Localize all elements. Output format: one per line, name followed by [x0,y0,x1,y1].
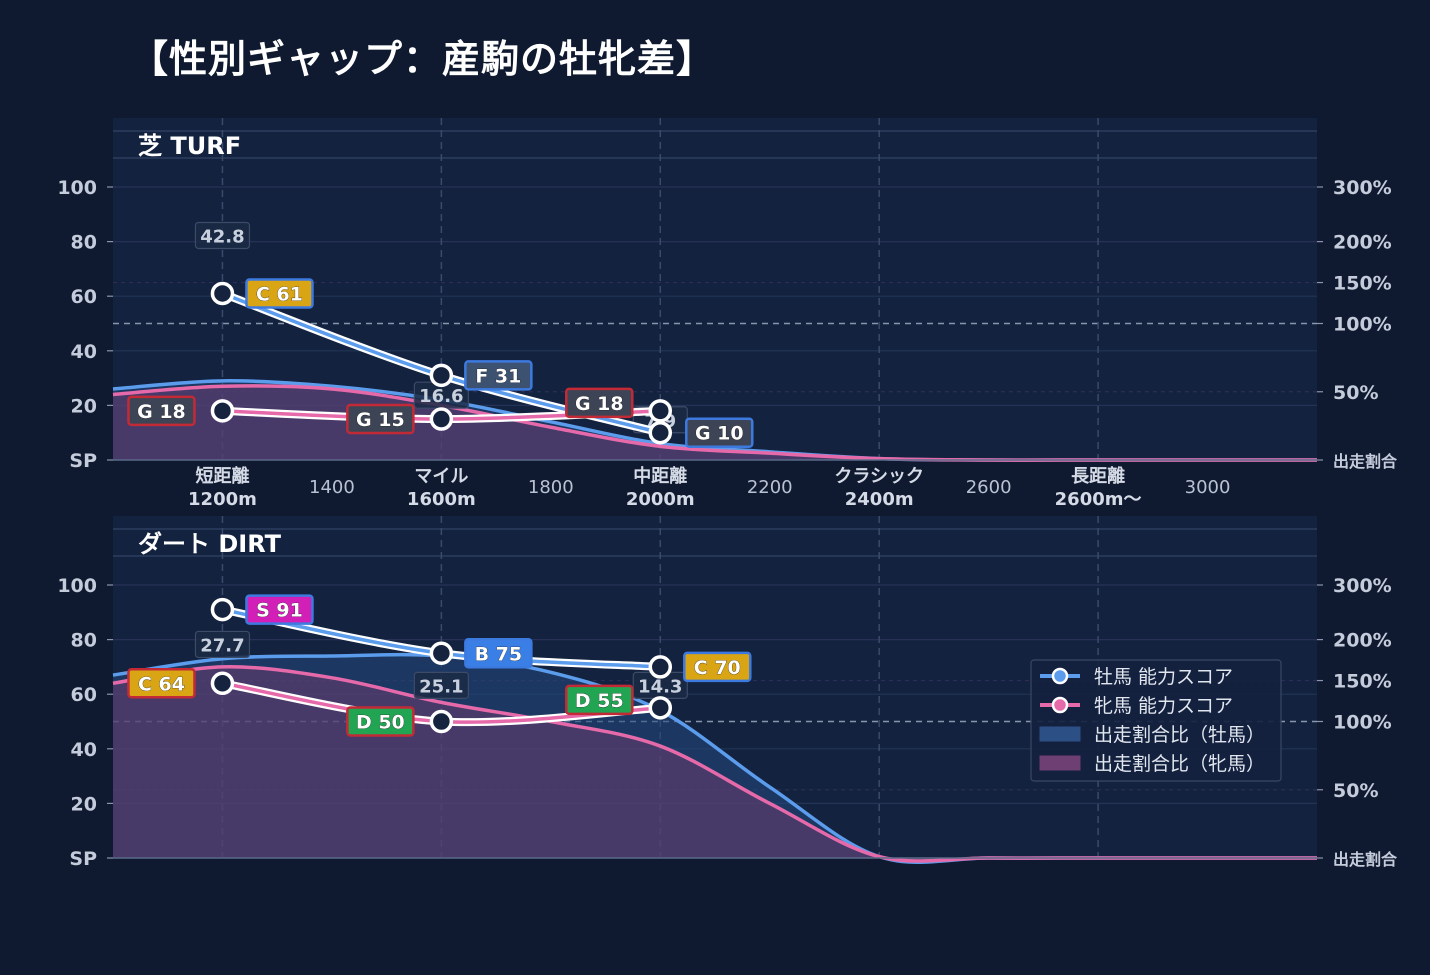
legend-swatch-area [1039,726,1081,742]
grade-badge-text: D 50 [356,712,405,734]
grade-badge-text: D 55 [575,690,624,712]
x-tick-label: 3000 [1185,477,1231,498]
grade-badge [127,395,196,427]
x-tick-label: 2200 [747,477,793,498]
x-tick-sublabel: 1600m [407,489,476,510]
grade-badge [685,417,754,448]
gap-value: 14.3 [638,676,682,697]
y-tick-label: 100 [57,177,97,199]
legend-label: 牡馬 能力スコア [1094,666,1233,688]
x-tick-label: 中距離 [633,465,687,487]
score-point [429,641,454,665]
grade-badge-text: F 31 [475,365,521,387]
x-tick-sublabel: 2000m [626,489,695,510]
score-point [429,407,454,431]
legend-swatch-area [1039,755,1081,771]
legend-box [1030,659,1282,782]
page-title: 【性別ギャップ：産駒の牡牝差】 [130,37,716,81]
grade-badge-text: C 70 [694,657,741,679]
grade-badge [464,360,533,391]
grade-badge-text: G 10 [695,423,744,445]
y2-tick-label: 出走割合 [1333,850,1398,869]
grade-badge [565,684,634,716]
y-tick-label: SP [69,848,97,870]
grade-badge-text: B 75 [475,643,523,665]
y-tick-label: SP [69,450,97,472]
score-point [210,281,235,306]
y2-tick-label: 100% [1333,314,1392,336]
grade-badge [245,594,314,625]
y-tick-label: 40 [71,341,97,363]
grade-badge [245,278,314,309]
y2-tick-label: 50% [1333,780,1378,802]
legend-swatch-marker [1051,667,1069,685]
score-point [648,420,673,445]
grade-badge [464,638,533,669]
y-tick-label: 100 [57,575,97,597]
grade-badge [683,651,752,683]
y2-tick-label: 150% [1333,273,1392,295]
y-tick-label: 20 [71,395,97,417]
legend-swatch-marker [1051,696,1069,714]
x-tick-label: マイル [414,466,468,487]
y2-tick-label: 200% [1333,232,1392,254]
y-tick-label: 80 [71,630,97,652]
gap-badge [194,221,251,250]
grade-badge-text: C 61 [256,283,303,305]
x-tick-label: 長距離 [1071,465,1125,487]
gap-badge [194,630,251,659]
x-tick-sublabel: 2600m〜 [1055,489,1142,510]
score-point [429,363,454,388]
y-tick-label: 40 [71,739,97,761]
x-tick-label: 1400 [309,477,355,498]
score-point [210,597,235,622]
panel-title: 芝 TURF [138,132,241,160]
x-tick-label: 2600 [966,477,1012,498]
grade-badge-text: G 18 [575,393,624,415]
grade-badge [346,706,415,737]
grade-badge [346,403,415,435]
y2-tick-label: 100% [1333,712,1392,734]
score-point [210,671,235,696]
y-tick-label: 60 [71,286,97,308]
score-point [648,399,673,423]
gap-value: 42.8 [200,226,244,247]
y2-tick-label: 200% [1333,630,1392,652]
gap-value: 27.7 [200,635,244,656]
x-tick-label: クラシック [834,466,924,487]
gap-value: 25.1 [419,676,463,697]
legend-label: 出走割合比（牝馬） [1094,753,1265,775]
legend-label: 出走割合比（牡馬） [1094,724,1265,746]
y2-tick-label: 300% [1333,177,1392,199]
y-tick-label: 80 [71,232,97,254]
y2-tick-label: 150% [1333,671,1392,693]
grade-badge [127,668,196,699]
score-point [648,696,673,720]
x-tick-sublabel: 1200m [188,489,257,510]
panel-title: ダート DIRT [138,530,282,558]
grade-badge-text: G 18 [137,401,186,423]
legend-label: 牝馬 能力スコア [1094,695,1233,717]
grade-badge-text: S 91 [256,600,303,622]
gap-badge [413,671,469,699]
x-tick-sublabel: 2400m [845,489,914,510]
x-tick-label: 1800 [528,477,574,498]
y-tick-label: 20 [71,793,97,815]
score-point [648,655,673,679]
grade-badge-text: C 64 [138,673,185,695]
score-point [429,709,454,734]
panel-dirt: SP 20 40 60 80 100 出走割合 50% 100% 150% 200% 300% ダート … [57,516,1398,870]
y-tick-label: 60 [71,684,97,706]
gap-value: 16.6 [419,386,463,407]
y2-tick-label: 50% [1333,382,1378,404]
score-point [210,399,235,423]
y2-tick-label: 300% [1333,575,1392,597]
grade-badge [565,387,634,419]
grade-badge-text: G 15 [356,409,405,431]
y2-tick-label: 出走割合 [1333,452,1398,471]
panel-turf: SP 20 40 60 80 100 出走割合 50% 100% 150% 200% 300% 芝 TU… [57,118,1398,510]
x-tick-label: 短距離 [195,465,249,487]
